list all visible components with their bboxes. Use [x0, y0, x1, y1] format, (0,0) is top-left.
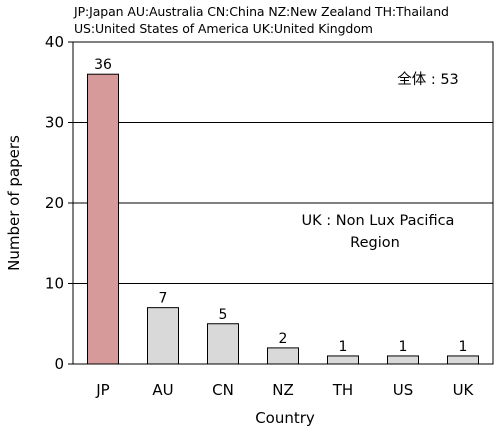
y-tick-label: 40	[45, 33, 64, 51]
y-tick-label: 0	[54, 355, 64, 373]
country-legend-line-1: JP:Japan AU:Australia CN:China NZ:New Ze…	[74, 4, 449, 19]
x-category-label: CN	[212, 381, 234, 399]
total-count-label: 全体 : 53	[397, 70, 459, 88]
country-legend-line-2: US:United States of America UK:United Ki…	[74, 21, 373, 36]
x-category-label: UK	[453, 381, 475, 399]
y-tick-label: 30	[45, 114, 64, 132]
data-label-uk: 1	[459, 339, 468, 355]
y-tick-label: 10	[45, 275, 64, 293]
data-label-au: 7	[159, 291, 168, 307]
y-axis-title: Number of papers	[5, 135, 23, 271]
annotation-line-1: UK : Non Lux Pacifica	[302, 213, 455, 229]
annotation-line-2: Region	[350, 235, 400, 251]
gridlines	[73, 122, 493, 284]
data-label-jp: 36	[94, 57, 112, 73]
bar-th	[327, 355, 359, 365]
bar-jp	[87, 73, 119, 365]
data-labels: 36 7 5 2 1 1 1	[94, 57, 467, 355]
data-label-th: 1	[339, 339, 348, 355]
x-category-label: NZ	[272, 381, 294, 399]
x-category-label: US	[393, 381, 414, 399]
x-axis-title: Country	[255, 409, 315, 427]
y-ticks: 0 10 20 30 40	[45, 33, 73, 373]
x-category-label: TH	[332, 381, 353, 399]
bar-uk	[447, 355, 479, 365]
x-categories: JP AU CN NZ TH US UK	[95, 381, 474, 399]
data-label-nz: 2	[279, 331, 288, 347]
bar-au	[147, 307, 179, 365]
data-label-cn: 5	[219, 307, 228, 323]
data-label-us: 1	[399, 339, 408, 355]
bars	[87, 73, 479, 365]
bar-cn	[207, 323, 239, 365]
x-category-label: AU	[152, 381, 173, 399]
y-tick-label: 20	[45, 194, 64, 212]
bar-us	[387, 355, 419, 365]
bar-nz	[267, 347, 299, 365]
x-category-label: JP	[95, 381, 109, 399]
